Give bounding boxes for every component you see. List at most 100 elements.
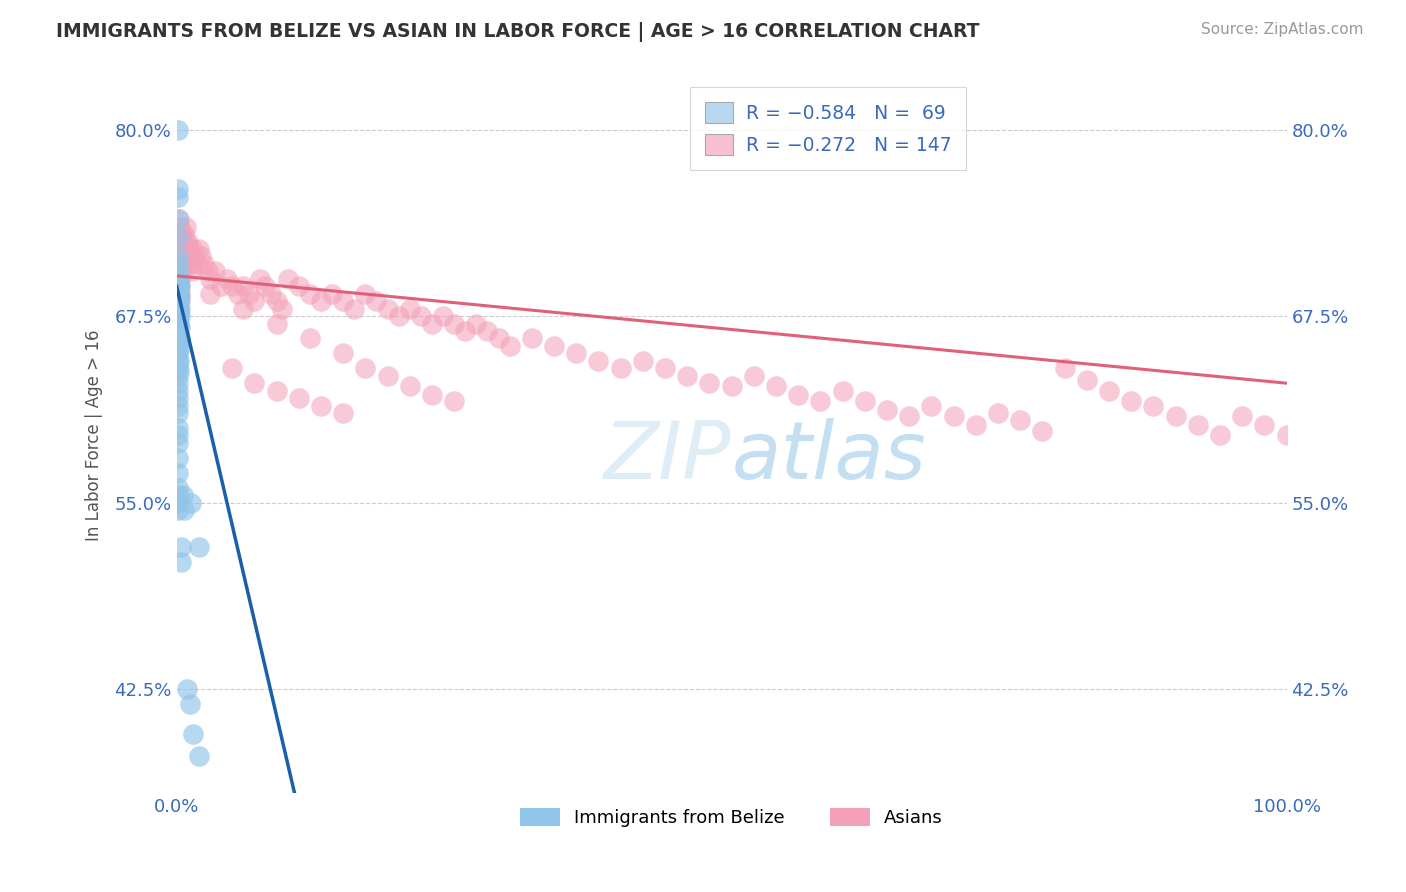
Point	[565, 346, 588, 360]
Point	[420, 317, 443, 331]
Point	[166, 301, 188, 316]
Point	[309, 294, 332, 309]
Point	[167, 334, 190, 349]
Point	[169, 309, 191, 323]
Point	[167, 264, 190, 278]
Point	[287, 391, 309, 405]
Point	[181, 264, 204, 278]
Y-axis label: In Labor Force | Age > 16: In Labor Force | Age > 16	[86, 330, 103, 541]
Point	[1187, 417, 1209, 432]
Point	[170, 541, 193, 555]
Point	[420, 388, 443, 402]
Point	[166, 272, 188, 286]
Point	[172, 230, 194, 244]
Point	[176, 242, 198, 256]
Point	[186, 257, 208, 271]
Point	[169, 272, 191, 286]
Point	[167, 301, 190, 316]
Point	[167, 354, 190, 368]
Point	[1275, 428, 1298, 442]
Point	[169, 219, 191, 234]
Point	[166, 230, 188, 244]
Point	[176, 681, 198, 696]
Point	[432, 309, 454, 323]
Point	[388, 309, 411, 323]
Point	[166, 190, 188, 204]
Text: IMMIGRANTS FROM BELIZE VS ASIAN IN LABOR FORCE | AGE > 16 CORRELATION CHART: IMMIGRANTS FROM BELIZE VS ASIAN IN LABOR…	[56, 22, 980, 42]
Point	[309, 399, 332, 413]
Point	[197, 264, 219, 278]
Point	[166, 249, 188, 263]
Point	[167, 286, 190, 301]
Point	[169, 319, 191, 334]
Point	[172, 244, 194, 259]
Point	[179, 697, 201, 711]
Point	[232, 301, 254, 316]
Point	[166, 122, 188, 136]
Point	[853, 394, 876, 409]
Point	[181, 727, 204, 741]
Point	[172, 257, 194, 271]
Point	[699, 376, 721, 391]
Point	[209, 279, 232, 293]
Point	[398, 301, 420, 316]
Point	[172, 268, 194, 282]
Point	[1010, 413, 1032, 427]
Point	[398, 379, 420, 393]
Point	[332, 406, 354, 420]
Point	[169, 279, 191, 293]
Point	[520, 331, 543, 345]
Point	[179, 249, 201, 263]
Point	[167, 257, 190, 271]
Point	[174, 219, 197, 234]
Point	[1230, 409, 1253, 423]
Point	[765, 379, 787, 393]
Point	[167, 227, 190, 241]
Point	[166, 488, 188, 502]
Point	[166, 495, 188, 509]
Point	[166, 503, 188, 517]
Point	[169, 331, 191, 345]
Point	[167, 301, 190, 316]
Point	[221, 279, 243, 293]
Point	[167, 309, 190, 323]
Point	[172, 253, 194, 268]
Point	[249, 272, 271, 286]
Point	[167, 272, 190, 286]
Point	[176, 257, 198, 271]
Point	[187, 541, 209, 555]
Point	[170, 260, 193, 274]
Point	[876, 403, 898, 417]
Point	[443, 317, 465, 331]
Point	[166, 212, 188, 227]
Point	[166, 286, 188, 301]
Text: Source: ZipAtlas.com: Source: ZipAtlas.com	[1201, 22, 1364, 37]
Point	[343, 301, 366, 316]
Point	[167, 272, 190, 286]
Point	[898, 409, 921, 423]
Point	[266, 317, 288, 331]
Point	[166, 264, 188, 278]
Point	[742, 368, 765, 383]
Point	[609, 361, 631, 376]
Point	[1053, 361, 1076, 376]
Point	[1209, 428, 1232, 442]
Point	[166, 339, 188, 353]
Point	[166, 317, 188, 331]
Point	[193, 257, 215, 271]
Point	[190, 249, 212, 263]
Point	[166, 406, 188, 420]
Point	[166, 354, 188, 368]
Point	[167, 249, 190, 263]
Point	[920, 399, 942, 413]
Point	[298, 286, 321, 301]
Point	[166, 376, 188, 391]
Point	[454, 324, 477, 338]
Point	[166, 309, 188, 323]
Point	[169, 294, 191, 309]
Point	[167, 317, 190, 331]
Point	[287, 279, 309, 293]
Point	[173, 503, 195, 517]
Point	[183, 249, 205, 263]
Point	[170, 249, 193, 263]
